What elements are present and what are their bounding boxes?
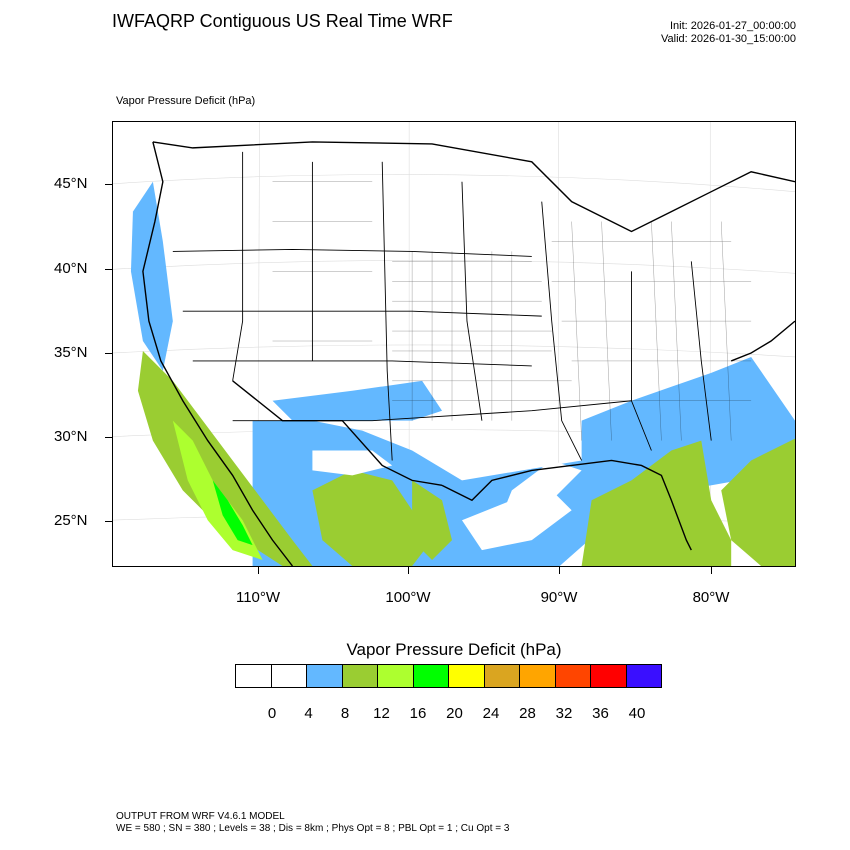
legend-label: 0 — [267, 705, 277, 722]
legend-swatch — [341, 664, 378, 688]
legend-swatch — [306, 664, 343, 688]
legend-label: 24 — [482, 705, 500, 722]
legend-label: 8 — [340, 705, 350, 722]
legend-label: 16 — [409, 705, 427, 722]
lat-tick — [105, 353, 112, 354]
legend-swatch — [448, 664, 485, 688]
legend-label: 36 — [592, 705, 609, 722]
lat-label-45: 45°N — [54, 175, 88, 192]
legend-label: 20 — [446, 705, 463, 722]
legend-swatch — [554, 664, 591, 688]
vpd-band-16-20 — [212, 480, 253, 546]
map-panel — [112, 121, 796, 567]
legend-swatch — [590, 664, 627, 688]
model-info: OUTPUT FROM WRF V4.6.1 MODEL — [116, 811, 285, 822]
lon-tick — [258, 567, 259, 574]
valid-time: Valid: 2026-01-30_15:00:00 — [661, 33, 796, 45]
legend-swatch — [412, 664, 449, 688]
lon-tick — [711, 567, 712, 574]
legend-swatch — [270, 664, 307, 688]
model-config: WE = 580 ; SN = 380 ; Levels = 38 ; Dis … — [116, 823, 510, 834]
white-patches — [312, 450, 572, 551]
lat-label-35: 35°N — [54, 344, 88, 361]
map-canvas — [113, 122, 795, 566]
lat-label-40: 40°N — [54, 260, 88, 277]
lat-tick — [105, 269, 112, 270]
legend-swatch — [625, 664, 662, 688]
legend-swatch — [483, 664, 520, 688]
legend-label: 28 — [519, 705, 536, 722]
field-label: Vapor Pressure Deficit (hPa) — [116, 95, 256, 107]
legend-title: Vapor Pressure Deficit (hPa) — [346, 640, 562, 659]
legend-label: 32 — [555, 705, 573, 722]
lat-label-30: 30°N — [54, 428, 88, 445]
county-lines — [272, 181, 752, 441]
boundaries — [142, 141, 795, 566]
lon-tick — [408, 567, 409, 574]
legend-swatch — [519, 664, 556, 688]
vpd-band-8-12 — [137, 350, 795, 566]
lon-label-110w: 110°W — [235, 589, 281, 606]
lat-tick — [105, 184, 112, 185]
lat-tick — [105, 521, 112, 522]
legend-swatch — [377, 664, 414, 688]
lat-tick — [105, 437, 112, 438]
legend-swatch — [235, 664, 272, 688]
legend-label: 4 — [304, 705, 313, 722]
lon-label-100w: 100°W — [385, 589, 431, 606]
lon-label-80w: 80°W — [692, 589, 730, 606]
lon-tick — [559, 567, 560, 574]
color-legend — [235, 664, 662, 688]
lat-label-25: 25°N — [54, 512, 88, 529]
init-time: Init: 2026-01-27_00:00:00 — [670, 20, 796, 32]
lon-label-90w: 90°W — [540, 589, 578, 606]
legend-label: 40 — [628, 705, 646, 722]
map-title: IWFAQRP Contiguous US Real Time WRF — [112, 11, 453, 31]
legend-label: 12 — [373, 705, 390, 722]
